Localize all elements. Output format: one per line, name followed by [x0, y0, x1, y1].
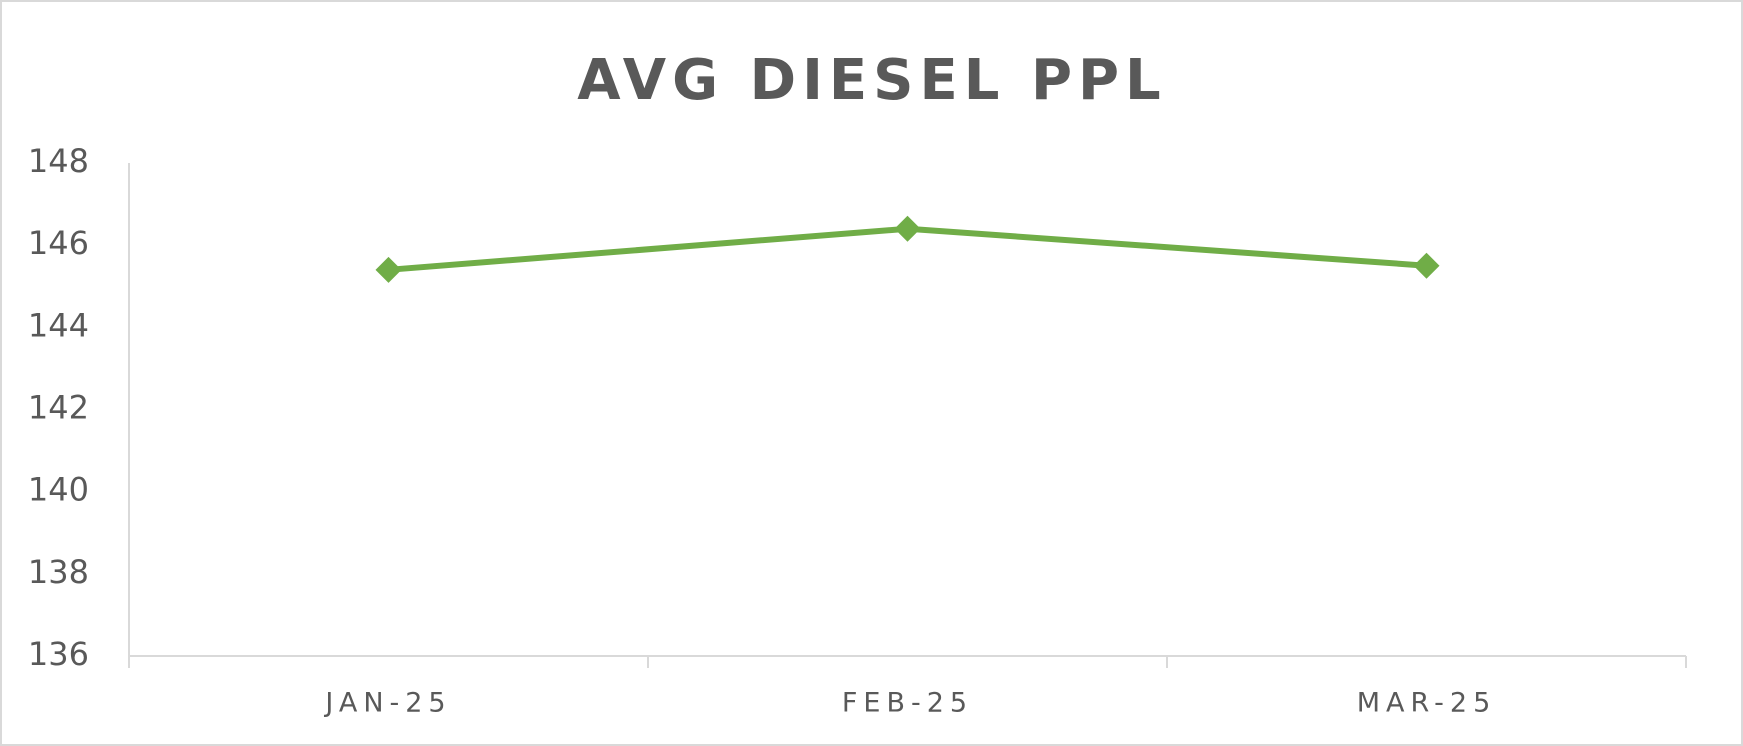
- y-tick-label: 142: [28, 389, 89, 427]
- marker: [1413, 252, 1440, 279]
- x-tick-label: FEB-25: [842, 688, 973, 719]
- y-tick-label: 148: [28, 142, 89, 180]
- marker: [375, 256, 402, 283]
- y-tick-label: 138: [28, 553, 89, 591]
- x-tick-label: JAN-25: [323, 688, 451, 719]
- y-tick-label: 136: [28, 635, 89, 673]
- y-tick-label: 144: [28, 306, 89, 344]
- x-tick-label: MAR-25: [1357, 688, 1497, 719]
- marker: [894, 215, 921, 242]
- y-tick-label: 146: [28, 224, 89, 262]
- y-tick-label: 140: [28, 471, 89, 509]
- chart-title: AVG DIESEL PPL: [577, 48, 1166, 113]
